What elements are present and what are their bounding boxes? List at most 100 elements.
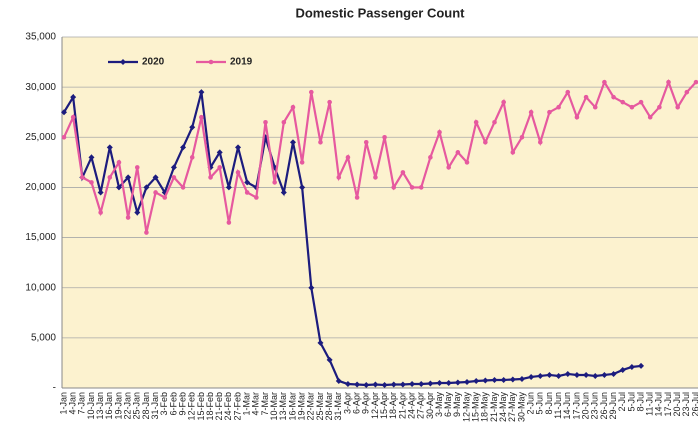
marker — [89, 180, 94, 185]
x-tick-label: 26-Jun — [599, 392, 609, 420]
x-tick-label: 21-Feb — [214, 392, 224, 421]
marker — [638, 99, 644, 105]
marker — [573, 371, 580, 378]
x-tick-label: 30-Apr — [425, 392, 435, 419]
x-tick-label: 31-Mar — [333, 392, 343, 421]
x-tick-label: 17-Jul — [663, 392, 673, 417]
x-tick-label: 19-Mar — [297, 392, 307, 421]
y-tick-label: 15,000 — [25, 232, 56, 243]
marker — [281, 119, 287, 125]
marker — [491, 376, 498, 383]
marker — [216, 149, 223, 156]
marker — [628, 363, 635, 370]
x-tick-label: 13-Mar — [278, 392, 288, 421]
x-tick-label: 18-Apr — [388, 392, 398, 419]
plot-area — [62, 37, 698, 388]
x-tick-label: 30-May — [516, 392, 526, 423]
marker — [309, 89, 314, 95]
marker — [326, 356, 333, 363]
series-line — [63, 91, 642, 387]
x-tick-label: 9-May — [452, 392, 462, 418]
marker — [171, 175, 177, 180]
marker — [225, 184, 232, 191]
x-tick-label: 14-Jul — [654, 392, 664, 417]
x-tick-label: 4-Jan — [68, 392, 78, 415]
marker — [638, 362, 645, 369]
marker — [547, 109, 552, 115]
y-tick-label: - — [53, 383, 56, 394]
marker — [226, 220, 232, 225]
x-tick-label: 20-Jun — [580, 392, 590, 420]
x-tick-label: 19-Jan — [113, 392, 123, 420]
marker — [162, 195, 168, 200]
x-tick-label: 24-Apr — [406, 392, 416, 419]
marker — [335, 377, 342, 384]
x-tick-label: 24-May — [498, 392, 508, 423]
marker — [115, 184, 122, 191]
x-tick-label: 23-Jun — [590, 392, 600, 420]
y-tick-label: 30,000 — [25, 82, 56, 93]
x-tick-label: 1-Mar — [242, 392, 252, 416]
marker — [446, 165, 451, 170]
x-tick-label: 11-Jun — [553, 392, 563, 419]
marker — [620, 99, 626, 105]
x-tick-label: 31-Jan — [150, 392, 160, 420]
marker — [666, 79, 671, 85]
marker — [473, 377, 480, 384]
marker — [363, 381, 370, 388]
x-tick-label: 9-Apr — [361, 392, 371, 414]
marker — [464, 378, 471, 385]
marker — [382, 134, 387, 140]
marker — [528, 373, 535, 380]
marker — [125, 174, 132, 181]
marker — [152, 174, 159, 181]
marker — [611, 94, 616, 100]
x-tick-label: 12-May — [461, 392, 471, 423]
marker — [88, 154, 95, 161]
marker — [354, 195, 360, 200]
x-tick-label: 6-Feb — [168, 392, 178, 416]
marker — [583, 94, 589, 100]
marker — [344, 380, 351, 387]
marker — [198, 89, 205, 96]
marker — [318, 140, 323, 145]
x-tick-label: 15-Feb — [196, 392, 206, 421]
x-tick-label: 2-Jul — [617, 392, 627, 412]
marker — [317, 339, 324, 346]
x-tick-label: 21-Apr — [397, 392, 407, 419]
x-tick-label: 10-Mar — [269, 392, 279, 421]
marker — [61, 134, 67, 140]
marker — [684, 89, 690, 95]
marker — [106, 144, 113, 151]
marker — [409, 380, 416, 387]
marker — [189, 124, 196, 131]
marker — [153, 190, 158, 195]
marker — [180, 185, 186, 190]
x-tick-label: 16-Jan — [104, 392, 114, 420]
marker — [391, 185, 397, 190]
marker — [217, 165, 223, 170]
marker — [409, 185, 415, 190]
chart-title: Domestic Passenger Count — [295, 5, 465, 20]
y-tick-label: 5,000 — [31, 332, 56, 343]
marker — [565, 89, 571, 95]
marker — [299, 160, 305, 165]
x-tick-label: 7-Jan — [77, 392, 87, 415]
x-tick-label: 25-Mar — [315, 392, 325, 421]
marker — [482, 377, 489, 384]
marker — [199, 114, 204, 120]
marker — [436, 379, 443, 386]
marker — [427, 380, 434, 387]
marker — [235, 144, 242, 151]
x-tick-label: 13-Jan — [95, 392, 105, 420]
marker — [693, 79, 698, 85]
x-tick-label: 7-Mar — [260, 392, 270, 416]
marker — [675, 104, 680, 110]
x-tick-label: 14-Jun — [562, 392, 572, 420]
x-tick-label: 2-Jun — [526, 392, 536, 415]
marker — [289, 139, 296, 146]
marker — [510, 150, 516, 155]
marker — [537, 372, 544, 379]
x-tick-label: 3-May — [434, 392, 444, 418]
